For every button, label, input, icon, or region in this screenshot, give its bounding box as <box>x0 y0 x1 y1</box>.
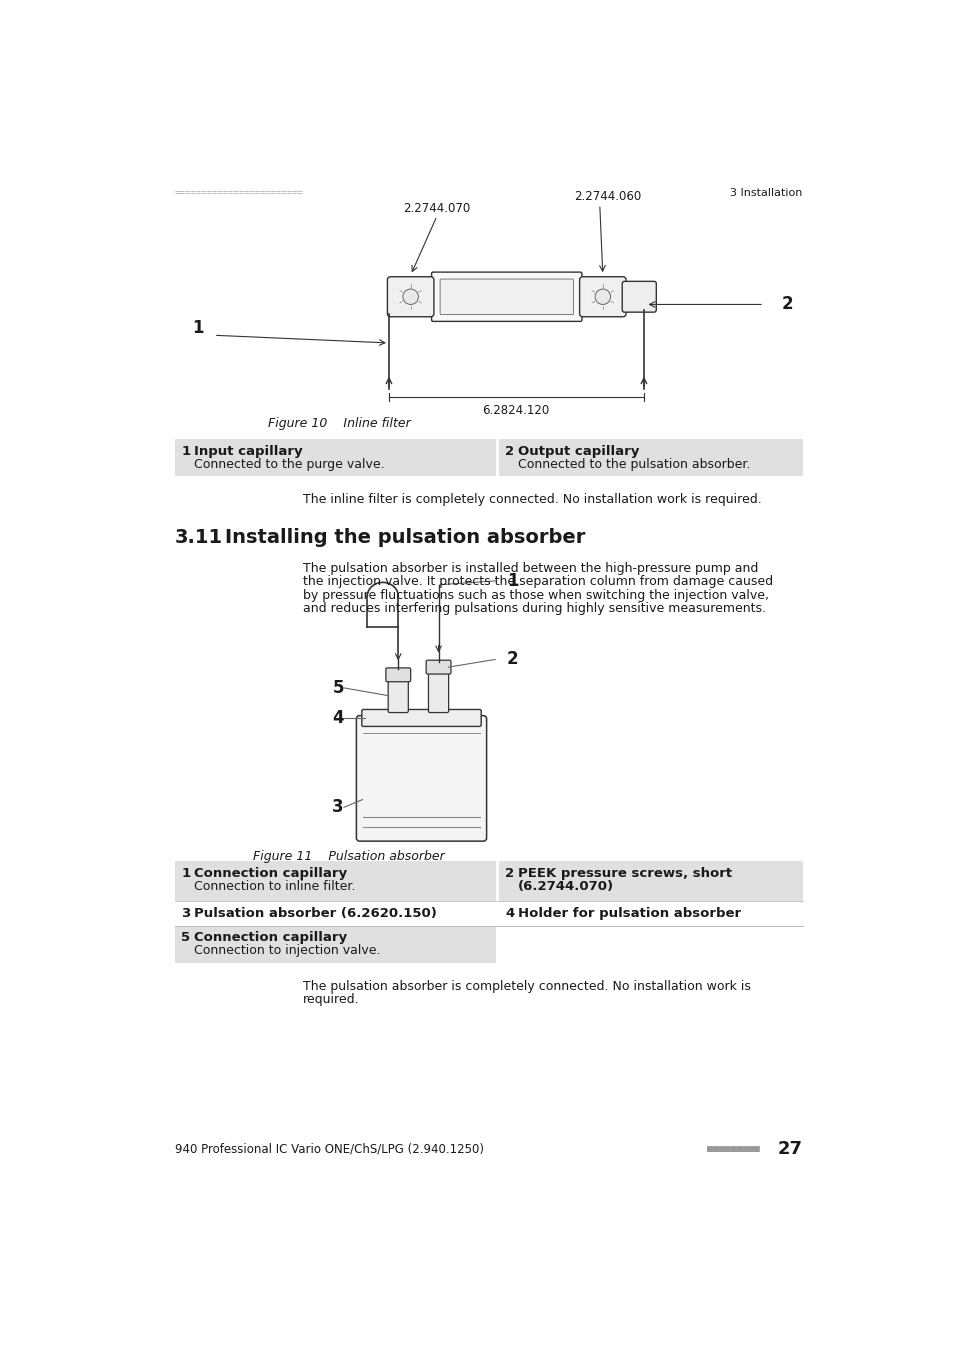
Text: 3: 3 <box>181 907 191 919</box>
Text: ■■■■■■■■■: ■■■■■■■■■ <box>706 1145 760 1154</box>
Text: Connected to the purge valve.: Connected to the purge valve. <box>193 458 384 471</box>
FancyBboxPatch shape <box>388 679 408 713</box>
Text: Connection to injection valve.: Connection to injection valve. <box>193 944 379 957</box>
Text: ========================: ======================== <box>174 188 304 197</box>
Text: Installing the pulsation absorber: Installing the pulsation absorber <box>225 528 585 547</box>
Text: 6.2824.120: 6.2824.120 <box>482 404 549 417</box>
Text: Pulsation absorber (6.2620.150): Pulsation absorber (6.2620.150) <box>193 907 436 919</box>
Text: 5: 5 <box>332 679 343 697</box>
FancyBboxPatch shape <box>387 277 434 317</box>
Text: 1: 1 <box>181 444 191 458</box>
Bar <box>174 902 496 926</box>
Text: 4: 4 <box>332 709 344 726</box>
FancyBboxPatch shape <box>356 716 486 841</box>
Text: the injection valve. It protects the separation column from damage caused: the injection valve. It protects the sep… <box>303 575 772 589</box>
Text: 2: 2 <box>506 651 517 668</box>
Text: 2.2744.060: 2.2744.060 <box>574 190 640 202</box>
Text: The inline filter is completely connected. No installation work is required.: The inline filter is completely connecte… <box>303 493 760 506</box>
Text: 2: 2 <box>781 296 792 313</box>
Text: 1: 1 <box>181 867 191 880</box>
Bar <box>174 861 496 902</box>
Bar <box>498 902 802 926</box>
Text: 940 Professional IC Vario ONE/ChS/LPG (2.940.1250): 940 Professional IC Vario ONE/ChS/LPG (2… <box>174 1142 483 1156</box>
FancyBboxPatch shape <box>426 660 451 674</box>
Text: and reduces interfering pulsations during highly sensitive measurements.: and reduces interfering pulsations durin… <box>303 602 765 614</box>
Text: 1: 1 <box>193 319 204 336</box>
FancyBboxPatch shape <box>439 279 573 315</box>
Text: Figure 10    Inline filter: Figure 10 Inline filter <box>268 417 411 431</box>
Text: PEEK pressure screws, short: PEEK pressure screws, short <box>517 867 731 880</box>
Text: Connection to inline filter.: Connection to inline filter. <box>193 880 355 892</box>
Text: 5: 5 <box>181 931 191 944</box>
FancyBboxPatch shape <box>385 668 410 682</box>
Text: 27: 27 <box>777 1141 802 1158</box>
Text: 1: 1 <box>506 572 517 590</box>
Text: Connection capillary: Connection capillary <box>193 931 346 944</box>
FancyBboxPatch shape <box>361 710 480 726</box>
Text: Output capillary: Output capillary <box>517 444 639 458</box>
Text: 2: 2 <box>505 444 514 458</box>
Circle shape <box>402 289 418 305</box>
Text: Input capillary: Input capillary <box>193 444 302 458</box>
Bar <box>498 439 802 477</box>
FancyBboxPatch shape <box>428 671 448 713</box>
Text: The pulsation absorber is completely connected. No installation work is: The pulsation absorber is completely con… <box>303 980 750 992</box>
Text: 3 Installation: 3 Installation <box>730 188 802 198</box>
Text: 2: 2 <box>505 867 514 880</box>
Text: Connected to the pulsation absorber.: Connected to the pulsation absorber. <box>517 458 749 471</box>
Bar <box>174 926 496 963</box>
Text: Connection capillary: Connection capillary <box>193 867 346 880</box>
Text: 3.11: 3.11 <box>174 528 223 547</box>
Text: by pressure fluctuations such as those when switching the injection valve,: by pressure fluctuations such as those w… <box>303 589 768 602</box>
FancyBboxPatch shape <box>579 277 625 317</box>
Bar <box>174 439 496 477</box>
Text: required.: required. <box>303 992 359 1006</box>
Text: Holder for pulsation absorber: Holder for pulsation absorber <box>517 907 740 919</box>
Text: 3: 3 <box>332 798 344 817</box>
FancyBboxPatch shape <box>621 281 656 312</box>
FancyBboxPatch shape <box>431 273 581 321</box>
Text: The pulsation absorber is installed between the high-pressure pump and: The pulsation absorber is installed betw… <box>303 563 758 575</box>
Text: 4: 4 <box>505 907 514 919</box>
Text: (6.2744.070): (6.2744.070) <box>517 880 613 892</box>
Text: 2.2744.070: 2.2744.070 <box>403 201 470 215</box>
Bar <box>498 861 802 902</box>
Circle shape <box>595 289 610 305</box>
Text: Figure 11    Pulsation absorber: Figure 11 Pulsation absorber <box>253 849 444 863</box>
